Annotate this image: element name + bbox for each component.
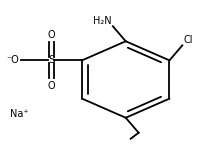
Text: O: O (48, 30, 55, 39)
Text: Na⁺: Na⁺ (10, 109, 29, 119)
Text: O: O (48, 81, 55, 91)
Text: S: S (48, 55, 55, 65)
Text: H₂N: H₂N (93, 16, 112, 26)
Text: Cl: Cl (183, 35, 193, 45)
Text: ⁻O: ⁻O (6, 55, 19, 65)
